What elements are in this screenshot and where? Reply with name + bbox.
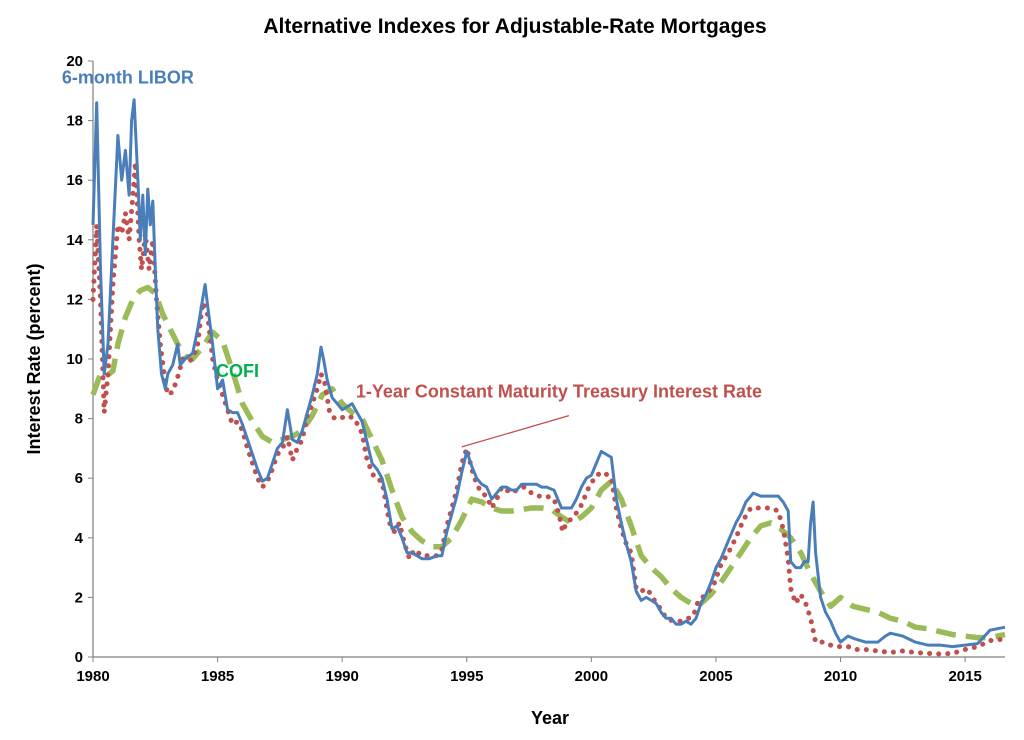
- annotation-6-month-libor: 6-month LIBOR: [62, 67, 194, 87]
- x-tick-label: 2015: [948, 668, 981, 685]
- series-labels: 6-month LIBOR COFI 1-Year Constant Maturit…: [62, 67, 762, 448]
- annotation-cofi: COFI: [216, 361, 259, 381]
- y-tick-label: 2: [75, 589, 83, 606]
- x-axis-label: Year: [531, 708, 569, 728]
- y-tick-label: 14: [66, 232, 83, 249]
- y-tick-label: 16: [66, 172, 83, 189]
- y-tick-label: 4: [75, 530, 84, 547]
- y-tick-label: 10: [66, 351, 83, 368]
- y-tick-label: 18: [66, 113, 83, 130]
- y-tick-label: 12: [66, 291, 83, 308]
- y-axis-label: Interest Rate (percent): [24, 263, 44, 454]
- series-line-1-year-constant-maturity-treasury-interest-rate: [90, 159, 1008, 657]
- x-tick-label: 2010: [824, 668, 857, 685]
- y-tick-label: 20: [66, 53, 83, 70]
- annotation-1-year-constant-maturity-treasury-interest-rate: 1-Year Constant Maturity Treasury Intere…: [356, 382, 762, 402]
- x-tick-label: 1980: [76, 668, 109, 685]
- y-tick-label: 8: [75, 411, 83, 428]
- plot-area: [90, 98, 1008, 657]
- x-tick-label: 2000: [575, 668, 608, 685]
- x-tick-label: 1985: [201, 668, 234, 685]
- series-line-6-month-libor: [91, 98, 1006, 649]
- tick-labels: 0 2 4 6 8 10 12 14 16 18 20 1980 1985 1990 1995 2000 200…: [66, 53, 982, 685]
- series-line-cofi: [90, 284, 1006, 641]
- x-tick-label: 1995: [450, 668, 483, 685]
- y-tick-label: 6: [75, 470, 83, 487]
- y-tick-label: 0: [75, 649, 83, 666]
- x-tick-label: 1990: [325, 668, 358, 685]
- chart-title: Alternative Indexes for Adjustable-Rate …: [263, 15, 766, 38]
- x-tick-label: 2005: [699, 668, 732, 685]
- annotation-pointer-line: [461, 414, 570, 448]
